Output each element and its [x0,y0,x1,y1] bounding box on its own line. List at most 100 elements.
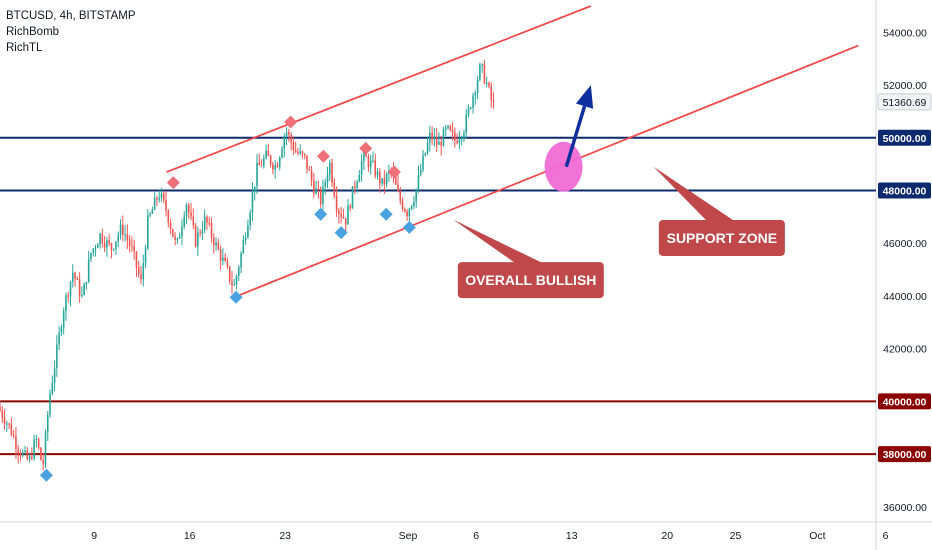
candle-body [78,279,81,296]
candle-body [108,240,110,244]
candle-body [117,235,120,242]
candle-body [206,216,208,223]
candle-body [56,344,58,369]
candle-body [181,226,183,237]
candle-body [490,86,493,101]
highlight-circle [544,141,583,192]
candle-body [240,253,242,268]
x-tick-label: 9 [91,530,97,542]
level-price-badge [878,129,931,146]
candle-body [433,136,436,140]
candle-body [267,150,270,156]
candle-body [299,151,302,154]
candle-body [106,240,108,248]
candle-body [8,423,10,425]
candle-body [251,191,254,213]
candle-body [472,95,474,108]
candle-body [313,180,315,194]
candle-body [483,64,486,84]
buy-signal-marker [314,207,328,221]
candle-body [137,267,140,274]
candle-body [319,189,322,204]
support-zone-callout-box[interactable] [658,219,785,256]
candle-body [65,295,67,312]
candle-body [353,186,356,189]
candle-body [165,199,167,211]
candle-body [222,257,224,261]
sell-signal-marker [284,115,298,129]
candle-body [317,188,320,190]
candle-body [399,191,402,202]
candle-body [424,153,427,156]
candle-body [58,332,60,345]
candle-body [469,107,472,109]
candle-body [174,236,176,240]
candle-body [12,434,15,437]
candle-body [17,449,19,455]
indicator-label-richbomb[interactable]: RichBomb [6,26,60,38]
candle-body [210,223,213,238]
sell-signal-marker [166,176,180,190]
candle-body [212,237,215,246]
overall-bullish-callout-box[interactable] [457,262,604,299]
candle-body [94,247,97,249]
candle-body [231,281,233,286]
candle-body [53,368,56,383]
candle-body [192,216,195,226]
x-tick-label: 6 [473,530,479,542]
candle-body [74,272,76,279]
candle-body [26,450,29,460]
candle-body [249,212,251,226]
candle-body [385,173,388,185]
candle-body [149,213,151,216]
candle-body [258,162,261,166]
candle-body [383,178,386,185]
candle-body [454,132,456,141]
upper-channel-line[interactable] [166,5,592,173]
overall-bullish-callout-pointer [453,219,545,265]
candle-body [308,169,311,171]
x-tick-label: 13 [566,530,578,542]
candle-body [435,136,438,145]
candle-body [144,248,147,264]
indicator-label-richtl[interactable]: RichTL [6,42,43,54]
candle-body [119,224,122,236]
candle-body [101,233,104,244]
candle-body [87,259,90,282]
candle-body [413,201,415,206]
candle-body [263,158,265,166]
candle-body [76,278,79,280]
candle-body [21,451,24,456]
candle-body [167,210,170,223]
candle-body [62,311,65,328]
candle-body [237,267,240,276]
candle-body [235,275,238,285]
candle-body [169,222,172,230]
x-tick-label: Sep [399,530,418,542]
candle-body [110,243,113,250]
candle-body [374,160,377,176]
sell-signal-marker [387,165,401,179]
candle-body [324,182,327,187]
candle-body [201,230,204,234]
candle-body [369,160,372,167]
candle-body [183,216,186,227]
candle-body [451,130,454,133]
sell-signal-marker [359,141,373,155]
candle-body [228,266,231,282]
candle-body [244,237,247,241]
candle-body [151,209,154,214]
candle-body [42,460,45,464]
symbol-label[interactable]: BTCUSD, 4h, BITSTAMP [6,10,136,22]
candle-body [178,236,181,239]
candle-body [269,155,272,165]
candle-body [1,410,4,418]
candle-body [458,139,461,143]
candle-body [408,208,411,217]
candle-body [331,162,333,183]
chart-legend: BTCUSD, 4h, BITSTAMP RichBomb RichTL [6,8,136,56]
candle-body [6,423,8,425]
buy-signal-marker [402,220,416,234]
candle-body [69,281,72,297]
